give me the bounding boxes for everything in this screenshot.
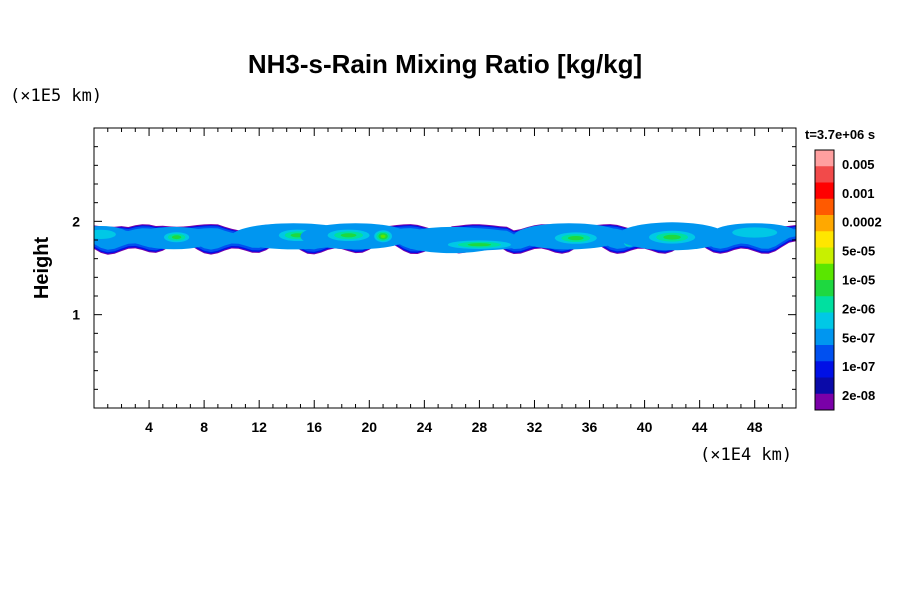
x-tick-label: 28 <box>472 419 488 435</box>
colorbar-swatch <box>815 150 834 167</box>
time-label: t=3.7e+06 s <box>805 127 875 142</box>
colorbar-swatch <box>815 280 834 297</box>
y-tick-label: 2 <box>72 213 80 229</box>
colorbar-label: 0.0002 <box>842 215 882 230</box>
colorbar-label: 0.005 <box>842 157 875 172</box>
field-blob-0-level-5 <box>94 229 116 239</box>
field-blob-6-level-7 <box>340 233 357 238</box>
x-tick-label: 48 <box>747 419 763 435</box>
plot-frame <box>93 127 797 409</box>
field-blob-14-level-7 <box>663 234 681 240</box>
x-tick-label: 16 <box>306 419 322 435</box>
x-tick-label: 24 <box>417 419 433 435</box>
x-tick-label: 4 <box>145 419 153 435</box>
y-axis-label: Height <box>31 237 53 300</box>
colorbar-swatch <box>815 215 834 232</box>
x-tick-label: 8 <box>200 419 208 435</box>
y-unit-label: (×1E5 km) <box>10 86 102 106</box>
field-blob-7-level-8 <box>380 234 386 238</box>
colorbar-label: 5e-05 <box>842 244 875 259</box>
field-clip-group <box>94 222 796 255</box>
colorbar-swatch <box>815 263 834 281</box>
x-tick-label: 40 <box>637 419 653 435</box>
x-tick-label: 20 <box>362 419 378 435</box>
colorbar-swatch <box>815 345 834 362</box>
colorbar-swatch <box>815 393 834 411</box>
chart-title: NH3-s-Rain Mixing Ratio [kg/kg] <box>248 49 642 79</box>
colorbar: 0.005 0.001 0.0002 5e-05 1e-05 2e-06 5e-07 1e-0… <box>814 149 882 411</box>
x-tick-label: 44 <box>692 419 708 435</box>
x-tick-label: 12 <box>251 419 267 435</box>
colorbar-label: 5e-07 <box>842 330 875 345</box>
colorbar-swatch <box>815 328 834 346</box>
colorbar-swatch <box>815 182 834 200</box>
colorbar-swatch <box>815 377 834 395</box>
field-blob-9-level-7 <box>467 243 492 247</box>
colorbar-label: 1e-05 <box>842 273 875 288</box>
colorbar-swatch <box>815 247 834 265</box>
y-tick-label: 1 <box>72 307 80 323</box>
colorbar-swatch <box>815 296 834 313</box>
x-unit-label: (×1E4 km) <box>700 445 792 465</box>
colorbar-label: 0.001 <box>842 186 875 201</box>
colorbar-frame <box>814 149 835 411</box>
field-blob-11-level-7 <box>567 236 584 241</box>
colorbar-label: 2e-06 <box>842 301 875 316</box>
colorbar-swatch <box>815 198 834 216</box>
colorbar-swatch <box>815 231 834 248</box>
colorbar-label: 2e-08 <box>842 388 875 403</box>
colorbar-swatch <box>815 361 834 378</box>
field-blob-15-level-5 <box>732 227 778 238</box>
field-layer <box>94 222 796 255</box>
x-tick-label: 32 <box>527 419 543 435</box>
x-tick-label: 36 <box>582 419 598 435</box>
field-blob-2-level-7 <box>171 235 182 240</box>
colorbar-label: 1e-07 <box>842 359 875 374</box>
colorbar-swatch <box>815 166 834 183</box>
colorbar-swatch <box>815 312 834 330</box>
